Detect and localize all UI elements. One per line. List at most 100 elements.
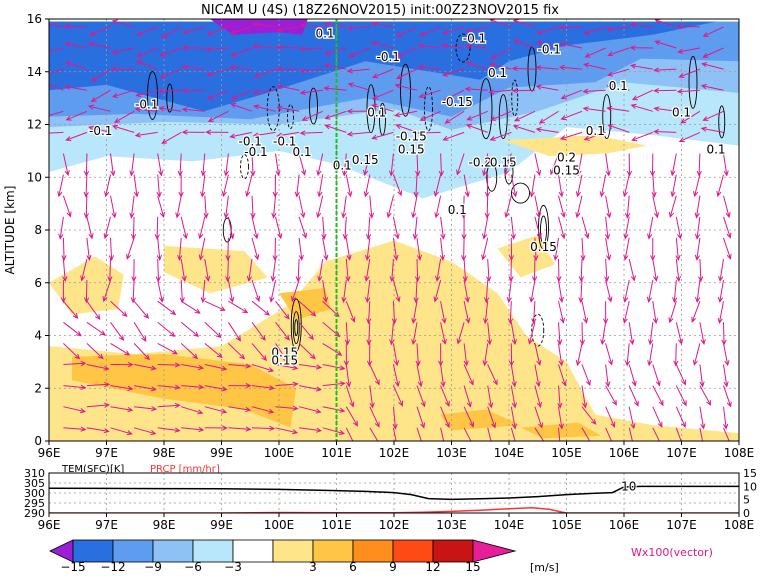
wind-vector	[200, 174, 206, 198]
wind-vector	[626, 153, 633, 177]
wind-vector	[157, 300, 177, 316]
wind-vector	[180, 216, 188, 240]
wind-vector	[110, 322, 125, 342]
wind-vector	[652, 301, 659, 325]
wind-vector	[694, 195, 701, 219]
wind-vector	[392, 216, 400, 240]
contour-label: -0.1	[239, 135, 262, 149]
wind-vector	[112, 124, 135, 133]
wind-vector	[463, 301, 471, 324]
wind-vector	[252, 43, 276, 50]
wind-vector	[435, 258, 442, 282]
wind-vector	[438, 343, 444, 367]
wind-vector	[575, 343, 583, 367]
wind-vector	[180, 300, 201, 314]
wind-vector	[605, 364, 611, 388]
wind-vector	[629, 45, 653, 51]
contour-label: 0.15	[398, 143, 425, 157]
wind-vector	[83, 153, 90, 177]
colorbar-end-left	[49, 539, 74, 563]
x-tick-label: 96E	[38, 446, 61, 460]
wind-vector	[631, 131, 653, 142]
wind-vector	[159, 47, 182, 57]
wind-vector	[299, 427, 323, 433]
wind-vector	[181, 45, 205, 51]
wind-vector	[365, 237, 371, 261]
wind-vector	[622, 301, 630, 324]
wind-vector	[461, 216, 467, 240]
wind-vector	[83, 280, 90, 304]
wind-vector	[322, 364, 346, 371]
wind-vector	[251, 279, 261, 303]
wind-vector	[463, 364, 474, 386]
wind-vector	[576, 153, 583, 177]
vector-scale-note: Wx100(vector)	[631, 546, 713, 559]
wind-vector	[136, 47, 158, 58]
wind-vector	[695, 280, 701, 304]
wind-vector	[717, 301, 724, 324]
wind-vector	[629, 63, 653, 70]
wind-vector	[533, 237, 539, 262]
wind-vector	[434, 195, 442, 219]
wind-vector	[204, 300, 226, 311]
surface-x-tick-label: 102E	[379, 518, 410, 532]
wind-vector	[534, 406, 544, 429]
wind-vector	[251, 322, 266, 341]
contour-line	[511, 182, 530, 204]
wind-vector	[650, 237, 656, 262]
wind-vector	[538, 110, 559, 124]
wind-vector	[341, 195, 347, 219]
contour-line	[424, 86, 433, 132]
wind-vector	[534, 427, 545, 441]
wind-vector	[531, 258, 538, 283]
wind-vector	[442, 68, 465, 77]
wind-vector	[227, 216, 235, 240]
wind-vector	[157, 153, 164, 177]
wind-vector	[488, 89, 512, 95]
wind-vector	[179, 280, 185, 304]
contour-label: -0.1	[135, 98, 158, 112]
wind-vector	[622, 174, 630, 198]
wind-vector	[510, 174, 518, 198]
wind-vector	[177, 153, 183, 177]
wind-vector	[510, 385, 517, 409]
wind-vector	[581, 427, 591, 441]
x-tick-label: 98E	[153, 446, 176, 460]
colorbar-box	[232, 539, 274, 563]
wind-vector	[134, 364, 157, 371]
wind-vector	[345, 406, 359, 427]
wind-vector	[605, 279, 613, 303]
wind-vector	[230, 89, 253, 100]
contour-label: -0.15	[396, 129, 427, 143]
wind-vector	[275, 44, 300, 51]
x-tick-label: 104E	[494, 446, 525, 460]
tem-tick-label: 300	[24, 487, 45, 500]
wind-vector	[628, 406, 636, 430]
wind-vector	[133, 322, 147, 342]
wind-vector	[135, 89, 158, 98]
wind-vector	[204, 425, 228, 431]
contour-line	[688, 55, 698, 109]
wind-vector	[344, 322, 350, 346]
wind-vector	[86, 300, 101, 321]
wind-vector	[678, 68, 701, 78]
colorbar-tick-label: −12	[100, 560, 125, 574]
wind-vector	[203, 195, 209, 219]
colorbar-tick-label: −3	[224, 560, 242, 574]
wind-vector	[110, 66, 135, 72]
wind-vector	[161, 131, 182, 144]
wind-vector	[395, 124, 418, 133]
wind-vector	[510, 216, 516, 240]
wind-vector	[228, 426, 252, 432]
wind-vector	[463, 174, 470, 198]
wind-vector	[83, 174, 89, 198]
tem-tick-label: 310	[24, 467, 45, 480]
contour-label: 0.1	[672, 106, 691, 120]
wind-vector	[154, 216, 160, 240]
wind-vector	[228, 300, 249, 314]
wind-vector	[62, 153, 70, 177]
wind-vector	[440, 385, 450, 407]
wind-vector	[298, 195, 306, 219]
y-tick-label: 16	[27, 12, 42, 26]
x-tick-label: 105E	[551, 446, 582, 460]
